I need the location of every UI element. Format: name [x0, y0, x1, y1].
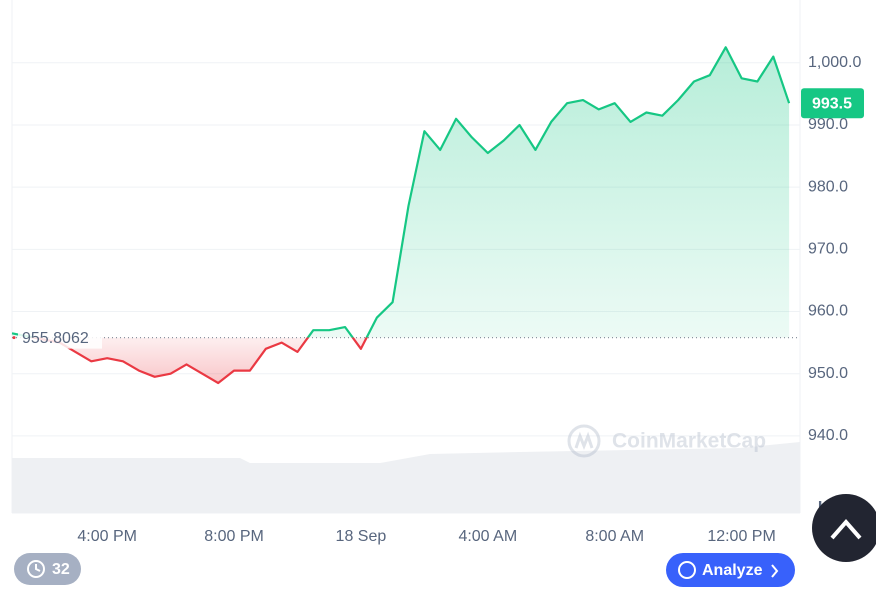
y-tick-label: 990.0 — [808, 116, 848, 133]
x-tick-label: 8:00 AM — [585, 528, 644, 545]
y-tick-label: 1,000.0 — [808, 54, 861, 71]
analyze-chevron — [771, 564, 779, 578]
baseline-label-bg — [18, 326, 102, 349]
x-tick-label: 4:00 AM — [458, 528, 517, 545]
scroll-top-icon — [830, 518, 862, 540]
x-tick-label: 8:00 PM — [204, 528, 264, 545]
x-tick-label: 4:00 PM — [77, 528, 137, 545]
y-tick-label: 970.0 — [808, 241, 848, 258]
plot: 940.0 950.0 960.0 970.0 980.0 990.0 1,000.0 955… — [11, 46, 861, 545]
y-tick-label: 980.0 — [808, 178, 848, 195]
history-icon — [27, 560, 45, 578]
x-tick-label: 18 Sep — [336, 528, 387, 545]
watermark-text: CoinMarketCap — [612, 430, 766, 453]
analyze-button[interactable] — [666, 553, 795, 587]
y-tick-label: 950.0 — [808, 365, 848, 382]
history-count: 32 — [52, 561, 70, 578]
history-icon-hands — [35, 564, 41, 572]
baseline-label: 955.8062 — [22, 330, 89, 347]
price-area — [12, 47, 790, 384]
analyze-icon — [678, 561, 696, 579]
price-badge-label: 993.5 — [812, 95, 852, 112]
y-tick-label: 940.0 — [808, 427, 848, 444]
scroll-top-button[interactable] — [812, 494, 876, 562]
history-button[interactable] — [14, 553, 81, 585]
y-tick-label: 960.0 — [808, 303, 848, 320]
price-line — [11, 46, 791, 385]
baseline-dot — [12, 336, 16, 340]
x-tick-label: 12:00 PM — [707, 528, 775, 545]
analyze-label: Analyze — [702, 562, 763, 579]
volume-area — [12, 442, 800, 513]
price-badge — [801, 88, 864, 119]
watermark: CoinMarketCap — [567, 424, 766, 458]
